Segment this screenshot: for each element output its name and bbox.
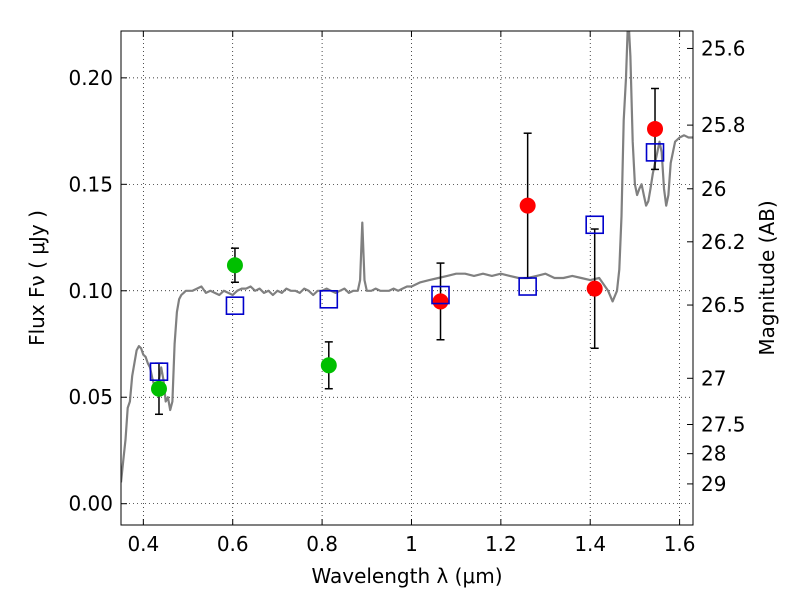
- plot-layer: [121, 31, 693, 483]
- y-tick-label: 0.20: [68, 66, 113, 90]
- right-y-axis-label: Magnitude (AB): [755, 200, 779, 355]
- x-tick-label: 1.6: [664, 532, 696, 556]
- data-point: [647, 120, 664, 137]
- data-point: [586, 280, 603, 297]
- x-tick-label: 1: [405, 532, 418, 556]
- y-tick-label: 0.10: [68, 279, 113, 303]
- spectrum-line: [121, 31, 693, 483]
- data-point: [320, 357, 337, 374]
- right-tick-label: 25.6: [701, 36, 746, 60]
- plot-frame: [120, 30, 694, 526]
- model-square: [518, 277, 537, 296]
- plot-clipped-group: [121, 31, 693, 483]
- x-axis-label: Wavelength λ (μm): [311, 564, 502, 588]
- right-tick-label: 27: [701, 366, 726, 390]
- data-point: [150, 380, 167, 397]
- right-tick-label: 27.5: [701, 412, 746, 436]
- right-tick-label: 29: [701, 472, 726, 496]
- model-square: [149, 362, 169, 381]
- x-tick-label: 0.8: [306, 532, 338, 556]
- data-point: [226, 257, 243, 274]
- data-point: [519, 197, 536, 214]
- y-tick-label: 0.05: [68, 385, 113, 409]
- y-axis-label: Flux Fν ( μJy ): [25, 210, 49, 346]
- model-square: [431, 285, 450, 305]
- tick-layer: 0.4 0.6 0.8 1 1.2 1.4 1.6 0.00 0.05 0.10 0.15 0.20 2…: [68, 31, 746, 556]
- right-tick-label: 28: [701, 442, 726, 466]
- x-tick-label: 1.2: [485, 532, 517, 556]
- x-tick-label: 0.6: [217, 532, 249, 556]
- x-tick-label: 1.4: [574, 532, 606, 556]
- model-square: [225, 296, 245, 315]
- model-square: [585, 215, 604, 235]
- y-tick-label: 0.00: [68, 492, 113, 516]
- model-square: [319, 289, 339, 309]
- data-point: [432, 293, 449, 310]
- right-tick-label: 25.8: [701, 113, 746, 137]
- model-square: [645, 143, 665, 162]
- right-tick-label: 26.5: [701, 293, 746, 317]
- y-tick-label: 0.15: [68, 172, 113, 196]
- right-tick-label: 26: [701, 177, 726, 201]
- x-tick-label: 0.4: [127, 532, 159, 556]
- right-tick-label: 26.2: [701, 230, 746, 254]
